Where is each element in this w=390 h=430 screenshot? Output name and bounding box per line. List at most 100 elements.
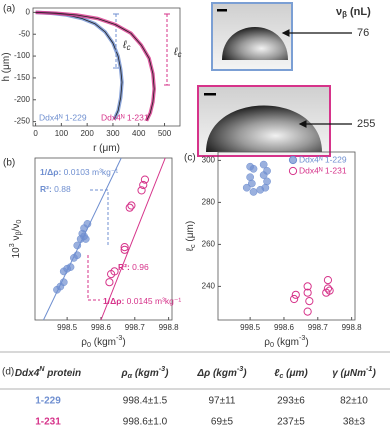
table-header: γ (μNm-1) (332, 364, 376, 379)
x-tick-label: 998.5 (240, 323, 261, 332)
x-tick-label: 998.8 (159, 323, 180, 332)
text-part: ) (371, 368, 376, 379)
point (127, 201, 136, 210)
plot-frame (217, 151, 356, 321)
text-part: h (μm) (1, 52, 12, 81)
text-part: ) (305, 337, 308, 348)
point (105, 278, 114, 287)
text-part: c (188, 244, 197, 248)
point (120, 245, 129, 254)
text-part: γ (μNm (332, 368, 366, 379)
y-axis-label: 103 νβ/ν0 (7, 220, 23, 259)
x-tick-label: 200 (80, 129, 94, 138)
point (246, 173, 254, 182)
text-part: 0 (87, 340, 91, 349)
text-part: -3 (116, 333, 122, 342)
y-tick-label: -50 (18, 29, 30, 38)
text-part: β (342, 10, 347, 19)
profile (35, 10, 124, 121)
text-part: 3 (7, 243, 16, 247)
panel-label: (b) (3, 158, 15, 169)
slope-guide (90, 189, 109, 245)
legend-label: Ddx4ᴺ 1-229 (39, 112, 87, 122)
text-part: ℓ (173, 46, 178, 58)
point (249, 164, 258, 173)
text-part: Δρ (kgm (196, 368, 237, 379)
x-tick-label: 998.6 (91, 323, 112, 332)
annotation-text: 0.0145 m³kg⁻¹ (124, 296, 181, 306)
annotation-text: 0.0103 m³kg⁻¹ (61, 167, 118, 177)
point (263, 177, 271, 186)
plot-frame (32, 7, 181, 127)
point (290, 294, 299, 304)
table-cell: 293±6 (277, 396, 305, 407)
point (125, 203, 134, 212)
point (305, 297, 314, 306)
slope-guide (87, 255, 100, 301)
text-part: /ν (11, 224, 22, 232)
table-cell: 38±3 (343, 417, 366, 428)
text-part: (kgm (132, 368, 159, 379)
point (242, 183, 251, 192)
text-part: ℓ (122, 39, 127, 51)
text-part: ) (242, 368, 247, 379)
legend-label: Ddx4ᴺ 1-231 (101, 112, 149, 122)
annotation-text: 0.96 (130, 262, 149, 272)
point (303, 288, 312, 297)
point (81, 235, 90, 243)
table-header: ρα (kgm-3) (121, 364, 170, 380)
y-axis-label: h (μm) (1, 52, 12, 81)
y-tick-label: -150 (14, 73, 31, 82)
volume-label: 255 (357, 118, 375, 130)
y-tick-label: 300 (202, 156, 216, 165)
text-part: protein (44, 368, 81, 379)
text-part: 0 (270, 340, 274, 349)
text-part: ν (11, 236, 22, 244)
text-part: (nL) (347, 6, 371, 18)
point (137, 186, 146, 195)
point (247, 179, 256, 188)
text-part: ν (336, 6, 342, 18)
text-part: -3 (237, 364, 243, 373)
y-tick-label: 240 (202, 282, 216, 291)
text-part: ) (122, 337, 125, 348)
point (259, 160, 268, 169)
table-cell: 69±5 (211, 417, 234, 428)
point (291, 290, 300, 299)
table-header: Δρ (kgm-3) (196, 364, 247, 379)
annotation: R²: 0.96 (118, 262, 149, 272)
fit-line (100, 157, 166, 321)
text-part: c (279, 371, 283, 380)
row-label: 1-231 (35, 417, 61, 428)
annotation: 1/Δρ: 0.0145 m³kg⁻¹ (103, 296, 181, 306)
text-part: (kgm (91, 337, 116, 348)
x-tick-label: 300 (106, 129, 120, 138)
annotation-label: R²: (40, 184, 52, 194)
point (140, 175, 150, 184)
x-axis-label: ρ0 (kgm-3) (81, 333, 125, 349)
x-tick-label: 998.7 (308, 323, 329, 332)
text-part: β (14, 231, 23, 235)
text-part: c (127, 43, 131, 52)
x-axis-label: r (μm) (93, 143, 120, 154)
point (110, 267, 119, 276)
point (259, 171, 268, 179)
point (66, 263, 75, 271)
x-axis-label: ρ0 (kgm-3) (264, 333, 308, 349)
text-part: ℓ (274, 368, 280, 379)
text-part: Ddx4 (15, 368, 40, 379)
point (59, 278, 68, 287)
table-header: Ddx4N protein (15, 364, 81, 379)
volume-label: 76 (357, 27, 369, 39)
text-part: r (μm) (93, 143, 120, 154)
text-part: 10 (11, 247, 22, 259)
table-header: ℓc (μm) (274, 368, 308, 380)
x-tick-label: 998.5 (57, 323, 78, 332)
x-tick-label: 100 (55, 129, 69, 138)
text-part: α (128, 371, 133, 380)
annotation-label: 1/Δρ: (40, 167, 61, 177)
text-part: (μm) (283, 368, 308, 379)
legend-label: Ddx4ᴺ 1-231 (299, 165, 347, 175)
y-tick-label: -100 (14, 51, 31, 60)
